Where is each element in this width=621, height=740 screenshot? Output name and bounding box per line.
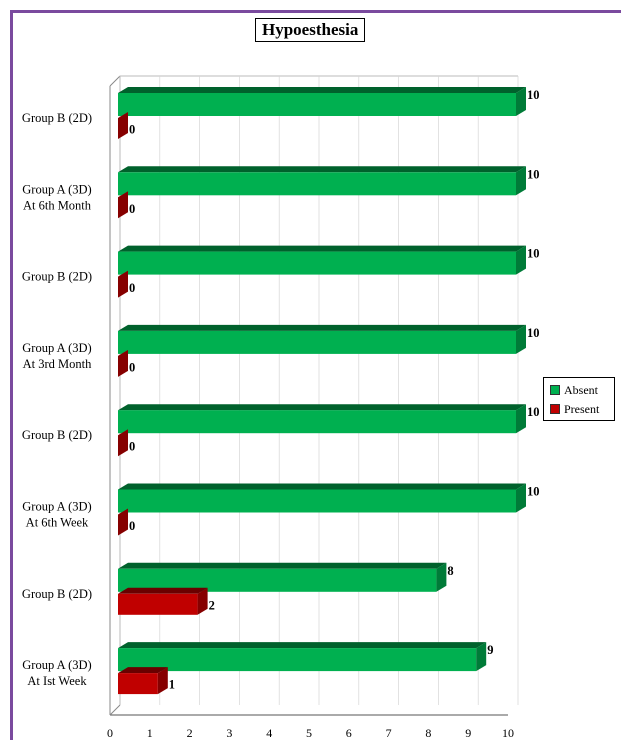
legend-swatch-absent <box>550 385 560 395</box>
frame-border-top <box>10 10 621 13</box>
bar-absent-2-side <box>516 483 526 513</box>
bar-absent-3 <box>118 410 516 434</box>
bar-absent-0-side <box>476 642 487 672</box>
bar-present-7-side <box>118 112 128 139</box>
category-label-7: Group B (2D) <box>22 111 92 125</box>
legend-swatch-present <box>550 404 560 414</box>
bar-absent-5-side <box>516 245 526 275</box>
bar-absent-2-top <box>118 483 526 490</box>
data-label-present-6: 0 <box>129 202 135 216</box>
data-label-present-1: 2 <box>209 598 215 612</box>
data-label-present-4: 0 <box>129 360 135 374</box>
category-label-6: Group A (3D) At 6th Month <box>22 182 92 212</box>
category-label-5: Group B (2D) <box>22 270 92 284</box>
x-tick-label-3: 3 <box>226 726 232 740</box>
data-label-present-3: 0 <box>129 440 135 454</box>
data-label-absent-3: 10 <box>527 405 540 419</box>
bar-present-0 <box>118 673 158 695</box>
x-tick-label-8: 8 <box>425 726 431 740</box>
axis-corner-top <box>109 75 121 87</box>
data-label-absent-0: 9 <box>487 643 493 657</box>
bar-present-5-side <box>118 270 128 298</box>
bar-absent-4-side <box>516 324 526 354</box>
legend-label-absent: Absent <box>564 382 598 397</box>
bar-absent-7-top <box>118 87 526 93</box>
bar-absent-2 <box>118 489 516 513</box>
bar-absent-7 <box>118 93 516 116</box>
bar-present-0-side <box>157 667 168 695</box>
legend: Absent Present <box>543 377 615 421</box>
x-tick-label-2: 2 <box>187 726 193 740</box>
data-label-absent-1: 8 <box>447 564 453 578</box>
category-label-0: Group A (3D) At Ist Week <box>22 658 91 688</box>
bar-present-1 <box>118 593 198 615</box>
bar-present-3-side <box>118 429 128 457</box>
category-label-3: Group B (2D) <box>22 428 92 442</box>
data-label-present-7: 0 <box>129 123 135 137</box>
bar-absent-1-side <box>436 562 447 592</box>
data-label-absent-5: 10 <box>527 247 540 261</box>
data-label-absent-2: 10 <box>527 485 540 499</box>
x-tick-label-6: 6 <box>346 726 352 740</box>
bar-absent-3-top <box>118 404 526 411</box>
axis-corner-bottom <box>109 704 121 716</box>
x-tick-label-1: 1 <box>147 726 153 740</box>
bar-absent-6-top <box>118 166 526 173</box>
bar-absent-6-side <box>516 166 526 196</box>
frame-border-left <box>10 10 13 740</box>
bar-absent-0-top <box>118 642 487 649</box>
legend-item-present: Present <box>550 401 599 417</box>
data-label-absent-6: 10 <box>527 167 540 181</box>
bar-absent-4 <box>118 330 516 354</box>
bar-present-4-side <box>118 349 128 377</box>
category-label-1: Group B (2D) <box>22 587 92 601</box>
category-label-4: Group A (3D) At 3rd Month <box>22 341 92 371</box>
data-label-present-2: 0 <box>129 519 135 533</box>
x-tick-label-0: 0 <box>107 726 113 740</box>
bar-absent-7-side <box>516 87 526 116</box>
bar-absent-1-top <box>118 562 447 569</box>
legend-item-absent: Absent <box>550 382 598 398</box>
bar-absent-4-top <box>118 324 526 331</box>
x-tick-label-9: 9 <box>465 726 471 740</box>
legend-label-present: Present <box>564 401 600 416</box>
bar-present-2-side <box>118 508 128 536</box>
bar-absent-3-side <box>516 404 526 434</box>
bar-present-1-top <box>118 587 208 594</box>
bar-present-0-top <box>118 667 168 674</box>
bar-present-6-side <box>118 191 128 219</box>
x-tick-label-4: 4 <box>266 726 272 740</box>
chart-title: Hypoesthesia <box>255 18 366 42</box>
data-label-absent-7: 10 <box>527 88 540 102</box>
bar-absent-5 <box>118 251 516 275</box>
bar-absent-6 <box>118 172 516 196</box>
x-tick-label-7: 7 <box>386 726 392 740</box>
bar-absent-0 <box>118 648 477 672</box>
x-tick-label-10: 10 <box>502 726 514 740</box>
bar-present-1-side <box>197 587 208 615</box>
bar-absent-5-top <box>118 245 526 252</box>
data-label-present-5: 0 <box>129 281 135 295</box>
data-label-present-0: 1 <box>169 678 175 692</box>
category-label-2: Group A (3D) At 6th Week <box>22 500 91 530</box>
x-tick-label-5: 5 <box>306 726 312 740</box>
bar-absent-1 <box>118 568 437 592</box>
data-label-absent-4: 10 <box>527 326 540 340</box>
